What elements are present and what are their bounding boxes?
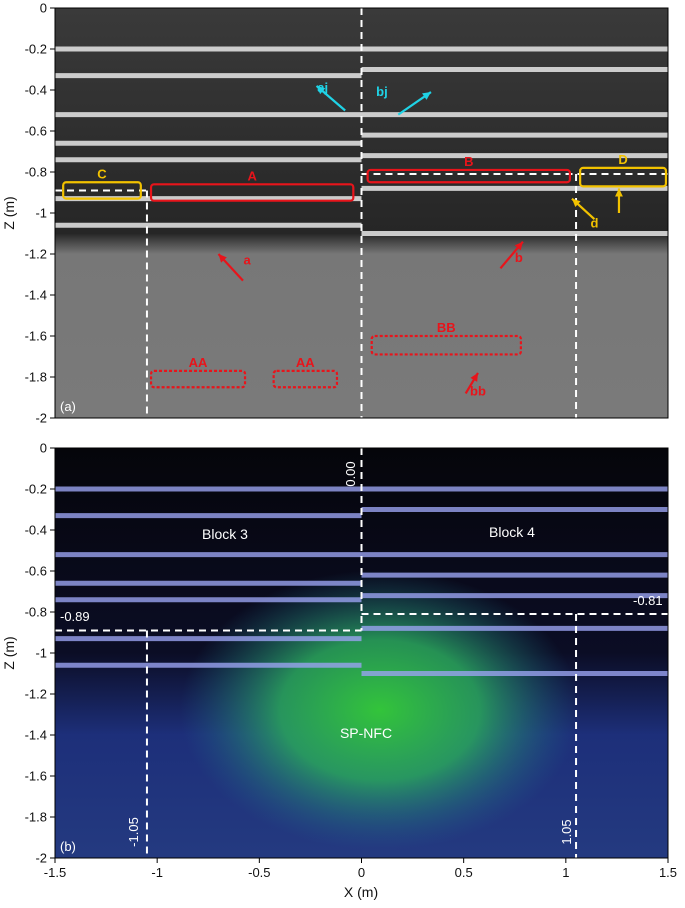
box-a xyxy=(149,183,355,202)
right-level-label: -0.81 xyxy=(633,593,663,608)
box-label-aa: AA xyxy=(189,355,208,370)
box-label-a: A xyxy=(247,168,257,183)
y-tick-label: -0.8 xyxy=(25,605,47,620)
arrow-label-bj: bj xyxy=(376,84,388,99)
x-tick-label: -0.5 xyxy=(248,865,270,880)
box-label-d: D xyxy=(618,152,627,167)
y-tick-label: -0.6 xyxy=(25,564,47,579)
arrow-label-d: d xyxy=(590,215,598,230)
panel-a-boxes: C A B D AA AA BB xyxy=(62,152,668,389)
x-axis-label: X (m) xyxy=(344,884,378,900)
box-b xyxy=(366,168,572,184)
y-tick-label: -1.4 xyxy=(25,288,47,303)
panel-b-x-ticks: -1.5 -1 -0.5 0 0.5 1 1.5 xyxy=(44,858,677,880)
arrowhead-a xyxy=(218,254,227,263)
panel-b: Block 3 Block 4 SP-NFC 0.00 -0.89 -0.81 … xyxy=(1,441,677,901)
panel-b-reflectors xyxy=(55,486,668,676)
y-tick-label: 0 xyxy=(40,1,47,16)
arrow-label-b: b xyxy=(515,250,523,265)
arrow-label-aj: aj xyxy=(317,80,328,95)
panel-a: C A B D AA AA BB aj bj a b d bb (a) 0 -0.2 -0.4 -0.6 -0… xyxy=(1,1,669,426)
y-tick-label: -1.8 xyxy=(25,370,47,385)
box-bb xyxy=(370,334,522,356)
y-tick-label: -0.4 xyxy=(25,83,47,98)
y-tick-label: 0 xyxy=(40,441,47,456)
y-tick-label: -1.2 xyxy=(25,247,47,262)
x-tick-label: -1 xyxy=(151,865,163,880)
panel-b-y-ticks: 0 -0.2 -0.4 -0.6 -0.8 -1 -1.2 -1.4 -1.6 -1.8 -2 xyxy=(25,441,55,866)
box-label-bb: BB xyxy=(437,320,456,335)
panel-b-label: (b) xyxy=(60,839,76,854)
sp-nfc-zone xyxy=(180,570,580,850)
box-c xyxy=(62,181,142,200)
box-label-b: B xyxy=(464,154,473,169)
y-tick-label: -2 xyxy=(35,411,47,426)
y-tick-label: -1 xyxy=(35,646,47,661)
arrowhead-bj xyxy=(422,92,431,100)
x-tick-label: 1.5 xyxy=(659,865,677,880)
left-edge-label: -1.05 xyxy=(126,817,141,847)
box-label-c: C xyxy=(97,166,107,181)
y-tick-label: -1 xyxy=(35,206,47,221)
box-aa xyxy=(149,369,247,389)
panel-b-dashed-lines xyxy=(55,448,668,858)
y-tick-label: -1.4 xyxy=(25,728,47,743)
x-tick-label: 0 xyxy=(358,865,365,880)
y-tick-label: -1.2 xyxy=(25,687,47,702)
y-tick-label: -0.4 xyxy=(25,523,47,538)
arrowhead-aj xyxy=(316,85,326,95)
y-tick-label: -1.8 xyxy=(25,810,47,825)
arrowhead-b xyxy=(514,241,523,251)
panel-a-y-axis-label: Z (m) xyxy=(1,196,17,229)
panel-a-arrows: aj bj a b d bb xyxy=(217,80,623,398)
panel-b-y-axis-label: Z (m) xyxy=(1,636,17,669)
arrowhead-d xyxy=(571,198,581,208)
y-tick-label: -1.6 xyxy=(25,329,47,344)
y-tick-label: -0.2 xyxy=(25,42,47,57)
panel-a-dashed-lines xyxy=(55,8,668,418)
center-value-label: 0.00 xyxy=(343,461,358,486)
arrowhead-unlabeled xyxy=(615,188,623,197)
panel-a-y-ticks: 0 -0.2 -0.4 -0.6 -0.8 -1 -1.2 -1.4 -1.6 -1.8 -2 xyxy=(25,1,55,426)
box-label-aa: AA xyxy=(296,355,315,370)
arrow-label-a: a xyxy=(243,252,251,267)
block-4-label: Block 4 xyxy=(489,524,535,540)
y-tick-label: -0.2 xyxy=(25,482,47,497)
y-tick-label: -1.6 xyxy=(25,769,47,784)
right-edge-label: 1.05 xyxy=(559,819,574,844)
y-tick-label: -0.8 xyxy=(25,165,47,180)
x-tick-label: -1.5 xyxy=(44,865,66,880)
panel-a-reflectors xyxy=(55,46,668,236)
block-3-label: Block 3 xyxy=(202,526,248,542)
x-tick-label: 1 xyxy=(562,865,569,880)
panel-b-texture xyxy=(55,486,668,850)
y-tick-label: -0.6 xyxy=(25,124,47,139)
arrowhead-bb xyxy=(470,372,478,382)
panel-a-label: (a) xyxy=(60,399,76,414)
sp-nfc-label: SP-NFC xyxy=(340,725,392,741)
box-d xyxy=(579,166,668,188)
y-tick-label: -2 xyxy=(35,851,47,866)
left-level-label: -0.89 xyxy=(60,609,90,624)
arrow-label-bb: bb xyxy=(470,383,486,398)
x-tick-label: 0.5 xyxy=(455,865,473,880)
box-aa xyxy=(272,369,339,389)
